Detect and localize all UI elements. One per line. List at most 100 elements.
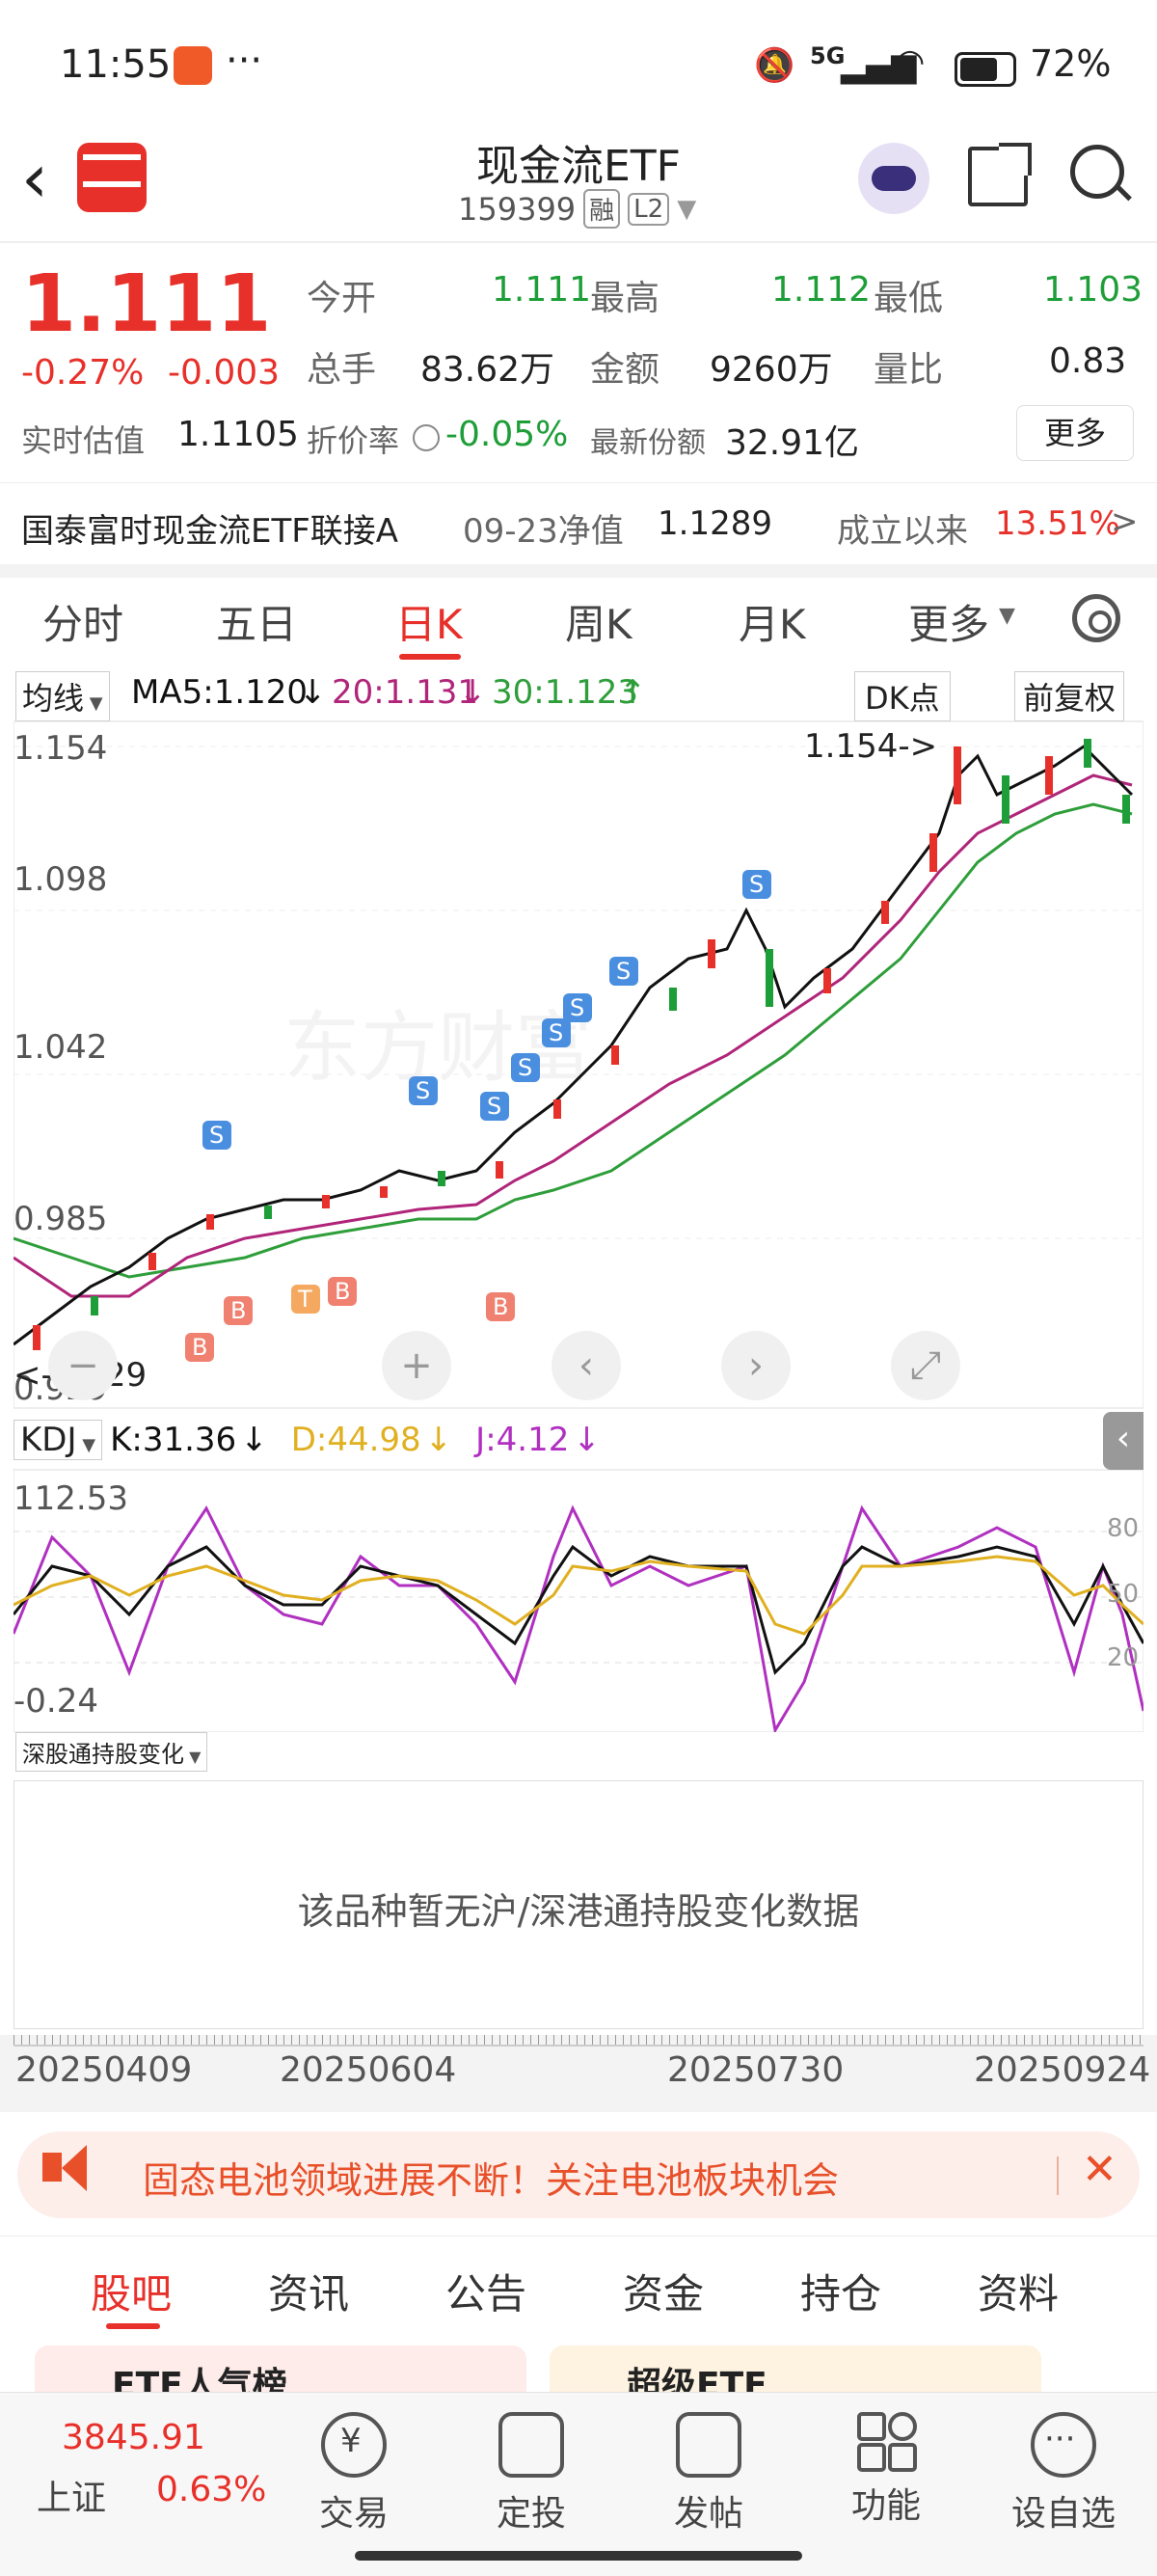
candle	[264, 1206, 272, 1219]
tab-intraday[interactable]: 分时	[42, 601, 124, 648]
tab-five-day[interactable]: 五日	[216, 601, 298, 648]
fullscreen-button[interactable]: ⤢	[891, 1331, 960, 1400]
kdj-select[interactable]: KDJ ▼	[13, 1420, 103, 1460]
svg-text:S: S	[416, 1077, 430, 1104]
volume-ratio-value: 0.83	[1049, 341, 1127, 381]
candle	[380, 1186, 388, 1198]
j-value: J:4.12	[475, 1421, 570, 1459]
ma5-line	[13, 745, 1134, 1346]
home-indicator	[355, 2551, 802, 2561]
high-value: 1.112	[771, 270, 872, 310]
scroll-left-button[interactable]: ‹	[552, 1331, 621, 1400]
bottom-navigation: 3845.91 上证 0.63% ¥ 交易 定投 发帖 功能 ··· 设自选	[0, 2392, 1157, 2576]
discount-label: 折价率	[307, 422, 400, 459]
nav-auto-invest[interactable]: 定投	[459, 2412, 604, 2535]
info-icon[interactable]	[413, 424, 440, 451]
watermark: 东方财富	[283, 1003, 592, 1093]
share-icon[interactable]	[968, 143, 1032, 206]
network-label: 5G	[810, 42, 846, 69]
tab-fund-flow[interactable]: 资金	[623, 2270, 705, 2318]
low-value: 1.103	[1043, 270, 1144, 310]
tab-weekly-k[interactable]: 周K	[565, 601, 632, 648]
kline-chart-area[interactable]: 东方财富	[12, 718, 1145, 1735]
active-tab-indicator	[106, 2323, 160, 2329]
nav-functions[interactable]: 功能	[814, 2412, 958, 2528]
candle	[206, 1214, 214, 1230]
sell-marker	[742, 870, 771, 899]
hold-change-section: 深股通持股变化 ▼ 该品种暂无沪/深港通持股变化数据	[13, 1732, 1144, 2031]
chart-trend-icon	[498, 2412, 564, 2478]
nav-trade[interactable]: ¥ 交易	[282, 2412, 426, 2535]
promo-banner[interactable]: 固态电池领域进展不断！关注电池板块机会 ✕	[17, 2131, 1140, 2218]
page-title: 现金流ETF	[476, 142, 681, 191]
megaphone-icon	[42, 2153, 62, 2182]
tab-daily-k[interactable]: 日K	[395, 601, 463, 648]
indicator-select-value: 均线	[22, 680, 85, 717]
nav-post-label: 发帖	[673, 2494, 743, 2534]
tab-profile[interactable]: 资料	[978, 2270, 1060, 2318]
svg-text:B: B	[230, 1297, 246, 1324]
nav-post[interactable]: 发帖	[636, 2412, 781, 2535]
date-label: 20250924	[974, 2050, 1151, 2090]
nav-trade-label: 交易	[318, 2494, 389, 2534]
volume-ratio-label: 量比	[874, 350, 944, 390]
more-button[interactable]: 更多	[1016, 405, 1134, 461]
buy-marker	[328, 1277, 357, 1306]
tab-monthly-k[interactable]: 月K	[739, 601, 806, 648]
tab-forum[interactable]: 股吧	[91, 2270, 173, 2318]
close-icon[interactable]: ✕	[1082, 2145, 1117, 2194]
candle	[954, 746, 961, 804]
svg-text:B: B	[335, 1278, 350, 1305]
search-icon[interactable]	[1070, 145, 1132, 202]
ma30-value: 30:1.123	[492, 673, 639, 712]
collapse-panel-button[interactable]: ‹	[1103, 1412, 1144, 1470]
kdj-axis-bottom: -0.24	[13, 1682, 98, 1721]
adjust-button[interactable]: 前复权	[1014, 671, 1125, 721]
candle	[322, 1195, 330, 1208]
eastmoney-logo-icon	[77, 143, 147, 212]
open-value: 1.111	[492, 270, 592, 310]
hold-select[interactable]: 深股通持股变化 ▼	[15, 1732, 208, 1772]
header-bar: ‹ 现金流ETF 159399 融 L2 ▼	[0, 125, 1157, 241]
dk-point-button[interactable]: DK点	[854, 671, 951, 721]
y-axis-label: 1.042	[13, 1028, 108, 1067]
high-marker-label: 1.154->	[804, 727, 938, 766]
edit-icon	[676, 2412, 741, 2478]
chevron-down-icon[interactable]: ▼	[677, 194, 697, 224]
ma5-value: MA5:1.120	[131, 673, 309, 712]
tab-announcements[interactable]: 公告	[445, 2270, 527, 2318]
discount-value: -0.05%	[445, 415, 569, 454]
assistant-avatar[interactable]	[858, 143, 929, 214]
caret-down-icon: ▼	[84, 693, 103, 714]
date-label: 20250604	[280, 2050, 457, 2090]
hold-empty-text: 该品种暂无沪/深港通持股变化数据	[297, 1890, 860, 1933]
svg-text:S: S	[487, 1093, 501, 1120]
time-scrubber[interactable]	[13, 2035, 1144, 2047]
etf-popularity-card[interactable]: ETF人气榜	[35, 2346, 526, 2392]
tab-holdings[interactable]: 持仓	[800, 2270, 882, 2318]
scroll-right-button[interactable]: ›	[721, 1331, 791, 1400]
ma20-line	[13, 773, 1133, 1298]
zoom-in-button[interactable]: +	[382, 1331, 451, 1400]
index-name: 上证	[37, 2479, 107, 2518]
super-etf-card[interactable]: 超级ETF	[550, 2346, 1041, 2392]
tab-more[interactable]: 更多	[908, 601, 990, 648]
zoom-out-button[interactable]: −	[48, 1331, 118, 1400]
hold-select-value: 深股通持股变化	[22, 1741, 184, 1768]
wifi-icon: ◠	[895, 42, 926, 82]
chevron-right-icon: >	[1111, 502, 1139, 541]
tab-news[interactable]: 资讯	[268, 2270, 350, 2318]
candle	[881, 901, 889, 924]
indicator-select[interactable]: 均线 ▼	[15, 671, 110, 721]
card-title: 超级ETF	[627, 2366, 767, 2392]
high-label: 最高	[590, 279, 660, 318]
linked-fund-row[interactable]: 国泰富时现金流ETF联接A 09-23净值 1.1289 成立以来 13.51%…	[0, 482, 1157, 578]
date-axis-bar[interactable]: 20250409 20250604 20250730 20250924	[0, 2035, 1157, 2112]
kline-svg[interactable]: 东方财富	[12, 718, 1145, 1735]
k-down-arrow-icon: ↓	[240, 1421, 268, 1459]
back-arrow-icon[interactable]: ‹	[21, 139, 48, 218]
settings-gear-icon[interactable]	[1072, 594, 1120, 642]
nav-add-watchlist-label: 设自选	[1010, 2494, 1116, 2534]
candle	[1084, 739, 1091, 768]
nav-add-watchlist[interactable]: ··· 设自选	[991, 2412, 1136, 2535]
